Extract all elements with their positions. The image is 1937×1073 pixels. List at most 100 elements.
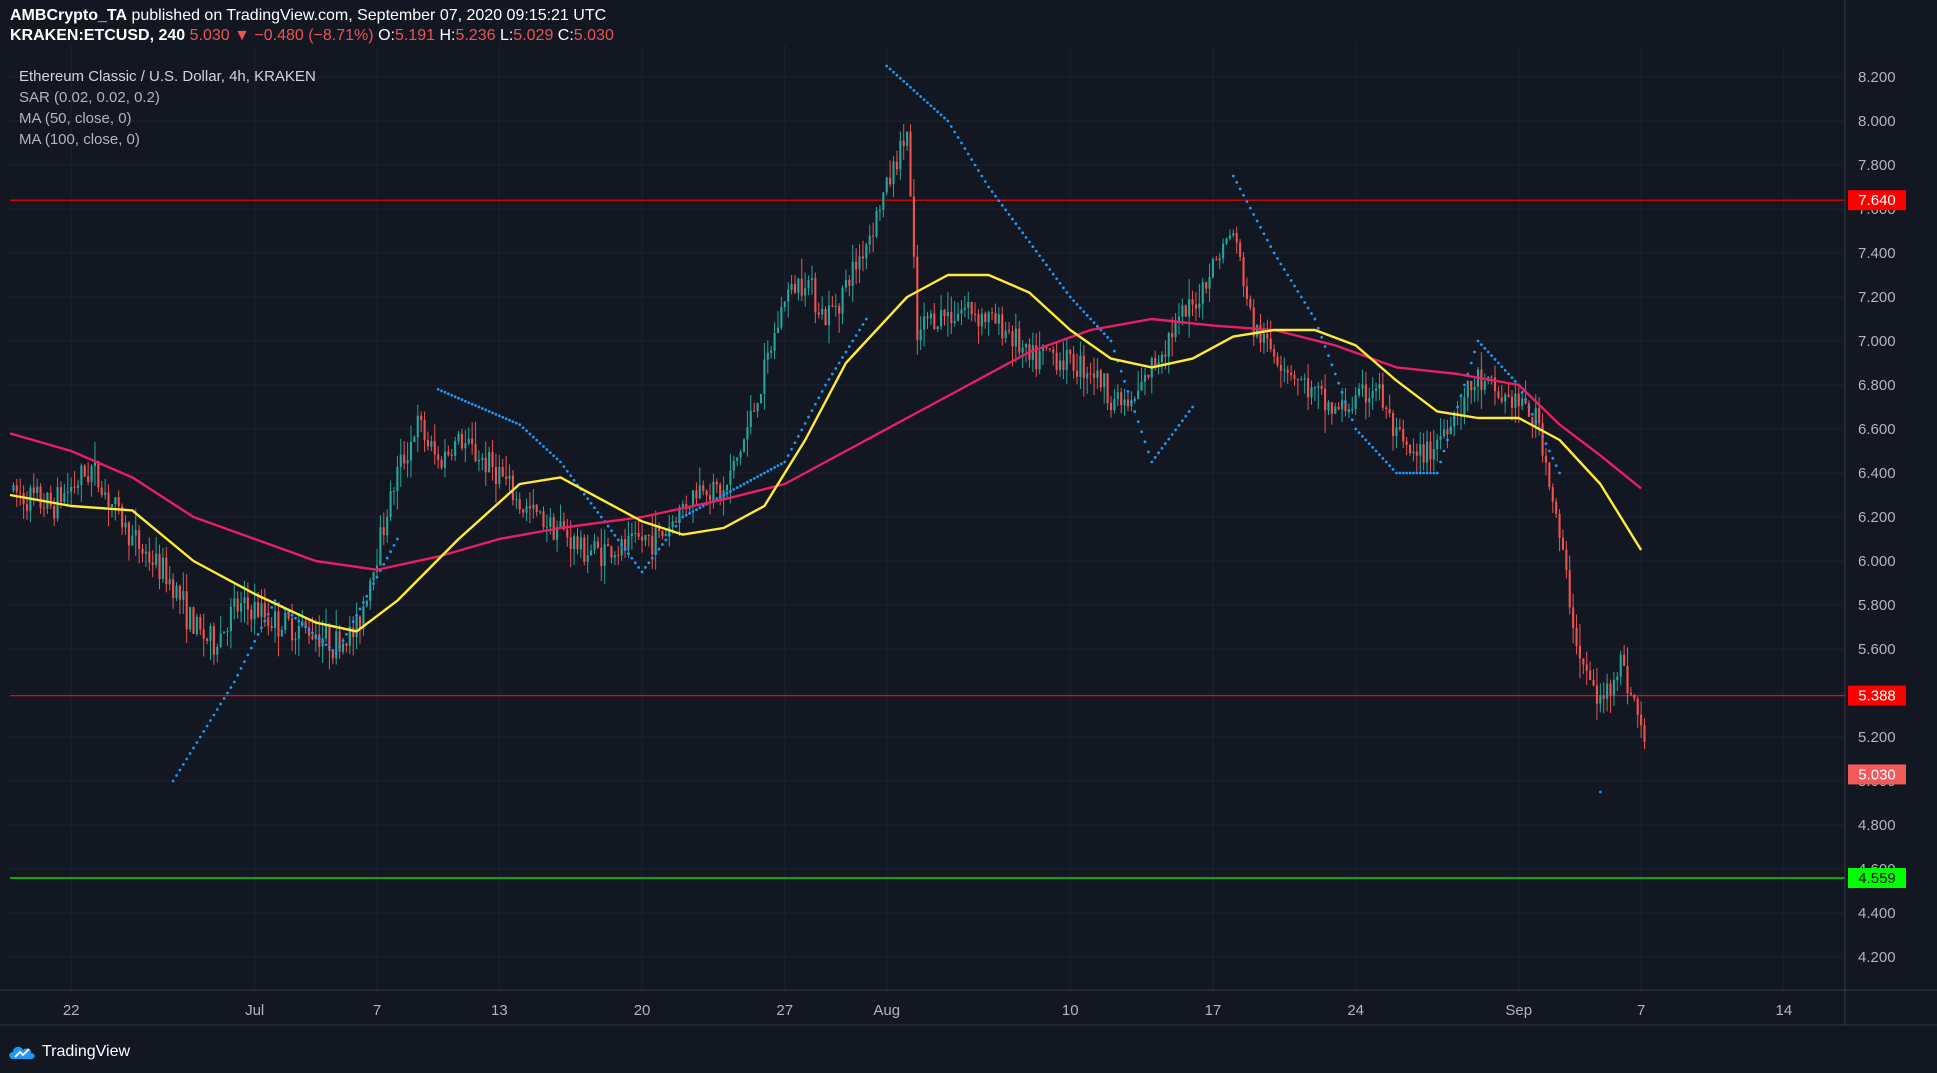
candle-body bbox=[127, 522, 130, 546]
candle-body bbox=[70, 486, 73, 492]
candle-body bbox=[165, 557, 168, 585]
candle-body bbox=[899, 140, 902, 170]
sar-dot bbox=[630, 556, 634, 560]
publisher-line: AMBCrypto_TA published on TradingView.co… bbox=[10, 6, 1910, 26]
candle-body bbox=[437, 454, 440, 460]
sar-dot bbox=[830, 372, 834, 376]
candle-body bbox=[90, 466, 93, 483]
sar-dot bbox=[1000, 203, 1004, 207]
candle-body bbox=[206, 638, 209, 641]
sar-dot bbox=[1106, 335, 1110, 339]
y-tick-label: 4.400 bbox=[1858, 905, 1896, 922]
candle-body bbox=[1432, 449, 1435, 460]
sar-dot bbox=[732, 488, 736, 491]
sar-dot bbox=[1157, 451, 1160, 455]
sar-dot bbox=[300, 622, 304, 626]
candle-body bbox=[389, 491, 392, 517]
candle-body bbox=[1640, 714, 1643, 726]
sar-dot bbox=[494, 412, 498, 416]
candle-body bbox=[1218, 258, 1221, 261]
candle-body bbox=[824, 308, 827, 325]
sar-dot bbox=[1045, 263, 1048, 267]
sar-dot bbox=[644, 566, 647, 569]
sar-dot bbox=[983, 180, 987, 183]
sar-dot bbox=[535, 438, 539, 442]
chart-grid bbox=[10, 45, 1845, 990]
sar-dot bbox=[368, 588, 372, 592]
candle-body bbox=[926, 316, 929, 319]
candle-body bbox=[780, 307, 783, 328]
sar-dot bbox=[484, 408, 488, 412]
candle-body bbox=[1130, 400, 1133, 407]
sar-dot bbox=[1401, 471, 1405, 475]
sar-dot bbox=[1388, 464, 1392, 468]
legend-ma100[interactable]: MA (100, close, 0) bbox=[19, 131, 140, 148]
candle-body bbox=[257, 602, 260, 617]
candle-body bbox=[59, 487, 63, 502]
publisher-name[interactable]: AMBCrypto_TA bbox=[10, 7, 128, 24]
candle-body bbox=[474, 444, 477, 462]
candle-body bbox=[851, 261, 854, 286]
sar-dot bbox=[552, 454, 556, 458]
sar-dot bbox=[912, 89, 916, 92]
candle-body bbox=[274, 611, 277, 628]
sar-dot bbox=[987, 185, 991, 189]
candle-body bbox=[192, 607, 195, 634]
sar-dot bbox=[341, 639, 345, 643]
sar-dot bbox=[997, 199, 1001, 203]
sar-dot bbox=[919, 95, 923, 98]
candle-body bbox=[923, 316, 926, 330]
legend-ma50[interactable]: MA (50, close, 0) bbox=[19, 110, 132, 127]
candle-body bbox=[790, 284, 793, 290]
sar-dot bbox=[1313, 317, 1317, 321]
candle-body bbox=[1324, 388, 1327, 411]
candle-body bbox=[246, 597, 249, 610]
sar-dot bbox=[796, 434, 800, 438]
candle-body bbox=[590, 550, 593, 556]
sar-dot bbox=[491, 411, 494, 415]
sar-dot bbox=[936, 110, 940, 114]
sar-dot bbox=[307, 628, 311, 632]
sar-dot bbox=[1180, 419, 1184, 423]
candle-body bbox=[674, 521, 678, 523]
x-tick-label: 13 bbox=[491, 1002, 508, 1019]
candle-body bbox=[865, 244, 868, 259]
candle-body bbox=[1188, 299, 1191, 317]
candle-body bbox=[579, 537, 582, 550]
sar-dot bbox=[538, 441, 542, 445]
candle-body bbox=[1092, 373, 1096, 378]
sar-dot bbox=[1119, 369, 1123, 373]
sar-dot bbox=[1486, 350, 1490, 354]
candle-body bbox=[1096, 370, 1099, 378]
candle-body bbox=[719, 484, 722, 499]
sar-dot bbox=[440, 389, 443, 393]
y-tick-label: 7.000 bbox=[1858, 333, 1896, 350]
sar-dot bbox=[572, 478, 576, 482]
candle-body bbox=[1507, 394, 1510, 397]
sar-dot bbox=[1425, 471, 1429, 475]
candle-body bbox=[511, 475, 514, 501]
sar-dot bbox=[1068, 295, 1072, 299]
candle-body bbox=[151, 562, 154, 565]
legend-title[interactable]: Ethereum Classic / U.S. Dollar, 4h, KRAK… bbox=[19, 68, 316, 85]
legend-sar[interactable]: SAR (0.02, 0.02, 0.2) bbox=[19, 89, 160, 106]
tradingview-logo[interactable]: TradingView bbox=[8, 1040, 130, 1064]
sar-dot bbox=[1109, 339, 1113, 343]
sar-dot bbox=[1235, 181, 1239, 184]
candle-body bbox=[280, 629, 283, 637]
candle-body bbox=[1215, 259, 1218, 261]
candle-body bbox=[906, 131, 909, 147]
candle-body bbox=[960, 309, 963, 314]
candle-body bbox=[1269, 338, 1272, 350]
sar-dot bbox=[827, 378, 831, 381]
sar-dot bbox=[562, 465, 566, 468]
candle-body bbox=[1086, 373, 1089, 379]
sar-dot bbox=[773, 466, 776, 469]
sar-dot bbox=[647, 561, 651, 565]
candle-body bbox=[226, 631, 229, 633]
candle-body bbox=[984, 313, 987, 322]
candle-body bbox=[773, 333, 776, 351]
sar-dot bbox=[742, 482, 746, 486]
candle-body bbox=[440, 459, 443, 468]
